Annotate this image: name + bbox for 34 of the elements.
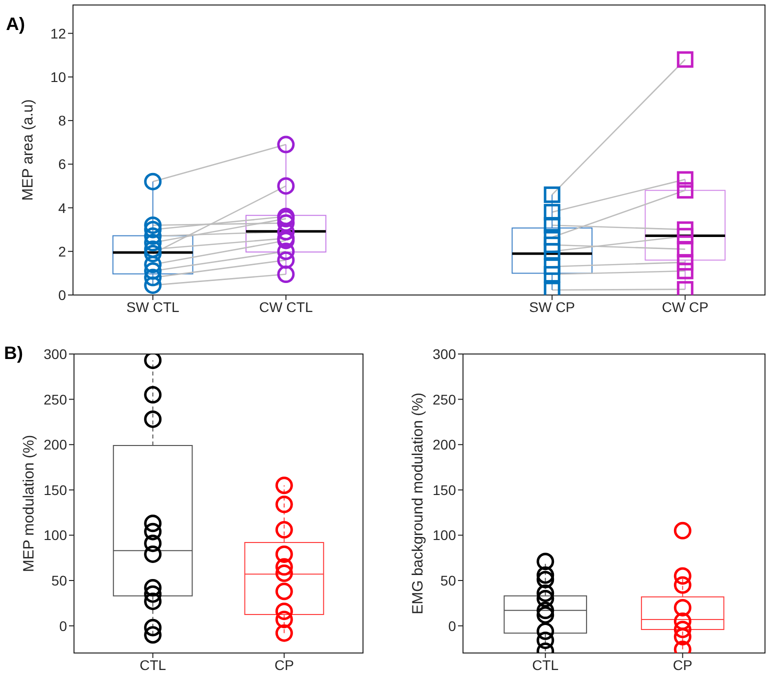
x-tick-label: CTL	[140, 656, 166, 673]
y-tick-label: 300	[44, 346, 68, 362]
y-tick-label: 150	[44, 482, 68, 498]
x-tick-label: CP	[672, 656, 692, 673]
y-axis-title: EMG background modulation (%)	[409, 392, 426, 614]
y-tick-label: 6	[58, 156, 66, 172]
y-tick-label: 100	[44, 527, 68, 544]
x-tick-label: CTL	[532, 656, 559, 673]
y-tick-label: 12	[50, 25, 66, 42]
y-axis-title: MEP area (a.u)	[19, 99, 36, 201]
y-tick-label: 200	[432, 436, 456, 453]
x-tick-label: CW CTL	[259, 298, 313, 315]
y-axis-title: MEP modulation (%)	[20, 434, 38, 572]
y-tick-label: 250	[44, 391, 68, 408]
text: A)	[6, 14, 25, 35]
y-tick-label: 0	[58, 286, 66, 303]
x-tick-label: CP	[274, 656, 294, 673]
y-tick-label: 100	[432, 527, 456, 544]
text: B)	[4, 343, 23, 364]
y-tick-label: 150	[432, 482, 456, 498]
y-tick-label: 50	[440, 572, 456, 588]
y-tick-label: 8	[58, 112, 66, 129]
y-tick-label: 0	[448, 618, 456, 634]
y-tick-label: 0	[59, 618, 68, 634]
y-tick-label: 10	[50, 68, 66, 85]
x-tick-label: CW CP	[662, 298, 708, 315]
y-tick-label: 300	[432, 346, 456, 362]
x-tick-label: SW CTL	[126, 298, 180, 315]
y-tick-label: 50	[51, 572, 68, 588]
x-tick-label: SW CP	[529, 298, 576, 315]
y-tick-label: 2	[58, 243, 66, 260]
y-tick-label: 200	[44, 436, 68, 453]
y-tick-label: 250	[432, 391, 456, 408]
y-tick-label: 4	[58, 200, 66, 216]
